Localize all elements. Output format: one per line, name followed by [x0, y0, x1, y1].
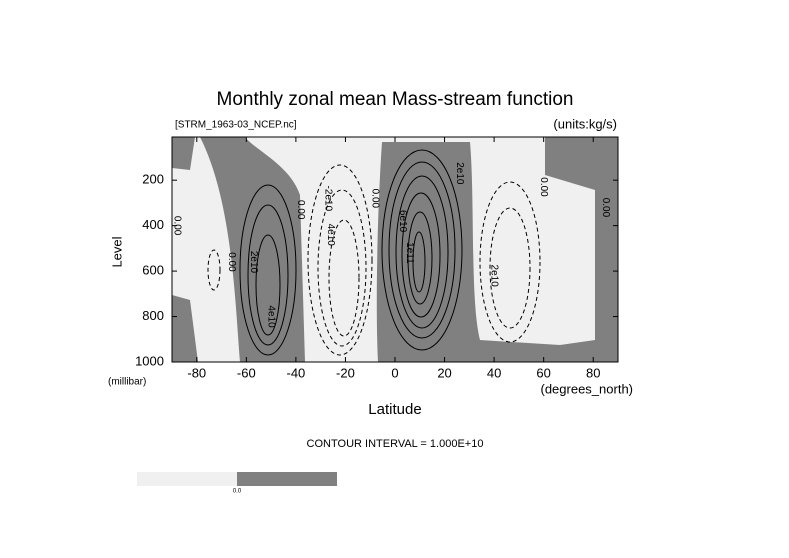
y-tick-label: 800 — [142, 308, 164, 323]
x-tick-label: 0 — [391, 365, 398, 380]
y-tick-label: 200 — [142, 172, 164, 187]
contour-label: 4e10 — [325, 224, 336, 247]
x-tick-label: 60 — [536, 365, 550, 380]
contour-label: 0.00 — [171, 216, 182, 236]
contour — [317, 189, 367, 347]
contour-label: 0.00 — [370, 189, 381, 209]
colorbar-label: 0.0 — [233, 489, 242, 495]
contour-label: 0.00 — [538, 177, 549, 197]
contour-label: 2e10 — [454, 162, 465, 185]
shade — [376, 137, 618, 362]
contour — [395, 175, 449, 329]
contour-label: 0.00 — [295, 200, 306, 220]
y-axis-label: Level — [109, 236, 124, 267]
x-tick-label: -40 — [286, 365, 305, 380]
x-tick-label: 40 — [487, 365, 501, 380]
chart-title: Monthly zonal mean Mass-stream function — [217, 89, 574, 110]
contour-label: 0.00 — [226, 252, 237, 272]
contour-label: 6e10 — [397, 210, 408, 233]
contour — [255, 234, 281, 336]
contour-label: 1e11 — [404, 242, 415, 264]
x-tick-label: 20 — [437, 365, 451, 380]
contour-label: -2e10 — [322, 186, 333, 212]
shade — [172, 137, 195, 170]
contour — [388, 161, 456, 339]
contour-label: 2e10 — [248, 251, 259, 274]
x-axis-unit: (degrees_north) — [541, 381, 634, 396]
contour — [407, 211, 433, 305]
y-axis-unit: (millibar) — [108, 377, 146, 388]
contour — [307, 164, 373, 356]
contour — [328, 219, 360, 337]
subtitle-left: [STRM_1963-03_NCEP.nc] — [175, 120, 297, 131]
contour — [207, 249, 221, 291]
contour-label: 0.00 — [600, 198, 611, 218]
colorbar-swatch — [237, 472, 337, 486]
y-tick-label: 600 — [142, 263, 164, 278]
shade — [172, 295, 198, 362]
contour — [479, 181, 541, 343]
x-tick-label: -20 — [336, 365, 355, 380]
colorbar-swatch — [137, 472, 237, 486]
plot-area — [171, 136, 619, 363]
x-tick-label: -80 — [187, 365, 206, 380]
y-tick-label: 1000 — [135, 353, 164, 368]
contour — [381, 149, 463, 351]
contour — [401, 192, 441, 318]
subtitle-right: (units:kg/s) — [553, 116, 617, 131]
contours — [207, 149, 541, 356]
contour — [489, 207, 531, 329]
y-tick-label: 400 — [142, 217, 164, 232]
contour-label: 4e10 — [265, 305, 276, 328]
contour-interval: CONTOUR INTERVAL = 1.000E+10 — [307, 438, 484, 450]
x-axis-label: Latitude — [368, 401, 421, 418]
contour — [247, 204, 289, 346]
contour-label: 2e10 — [488, 265, 499, 288]
contour — [239, 184, 297, 356]
x-tick-label: -60 — [237, 365, 256, 380]
contour — [412, 231, 426, 293]
x-tick-label: 80 — [586, 365, 600, 380]
